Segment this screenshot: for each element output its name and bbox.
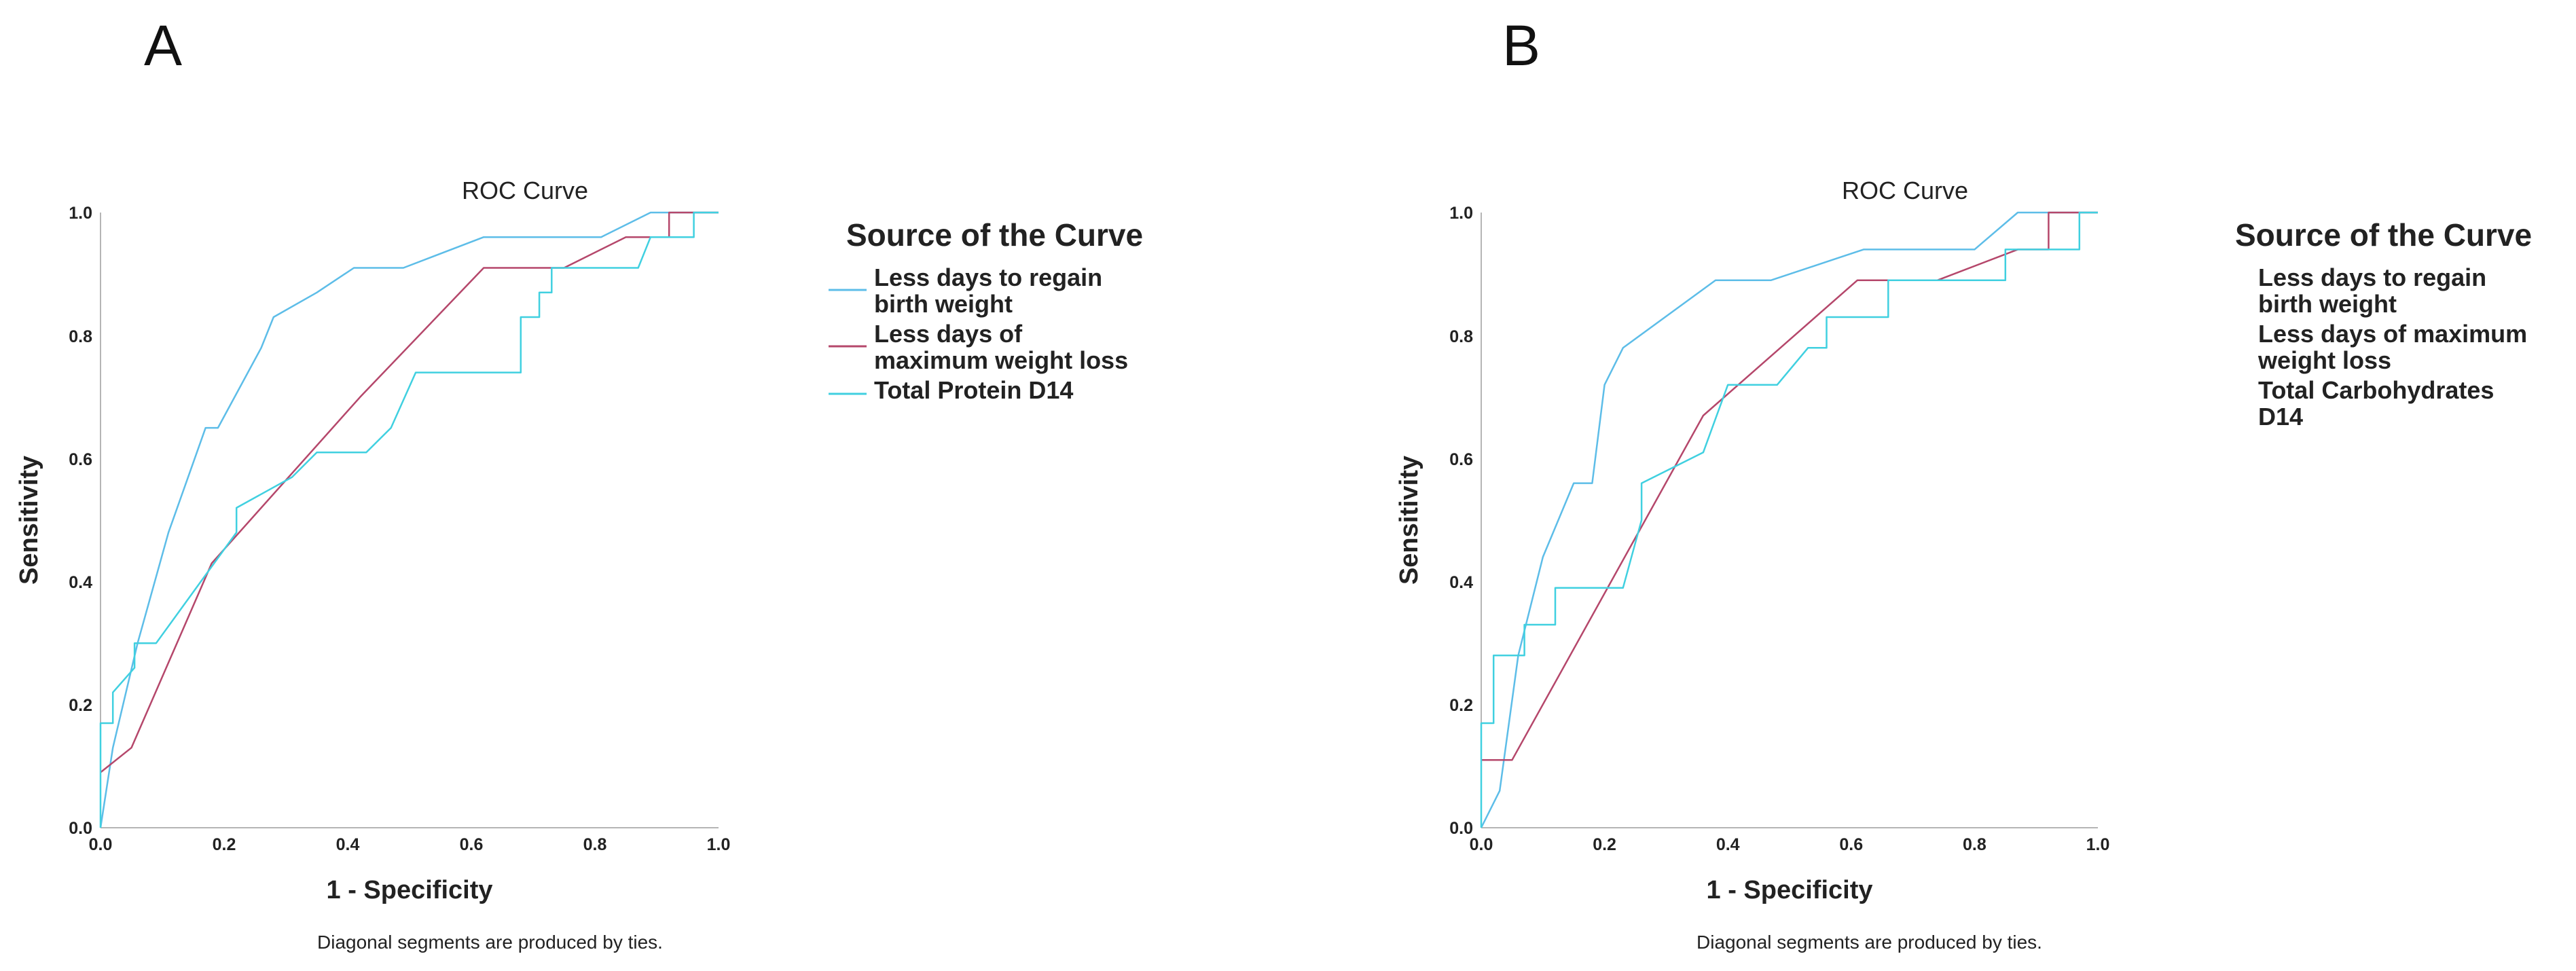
x-tick-label: 0.0 [1470, 835, 1493, 854]
curves [1480, 211, 2098, 828]
ties-note: Diagonal segments are produced by ties. [317, 932, 663, 953]
x-tick-label: 0.8 [1963, 835, 1987, 854]
legend-title: Source of the Curve [846, 217, 1143, 253]
y-tick-label: 0.4 [1449, 573, 1473, 592]
y-tick-label: 0.2 [1449, 696, 1473, 715]
x-tick-labels: 0.0 0.2 0.4 0.6 0.8 1.0 [1470, 835, 2110, 854]
y-tick-label: 0.6 [69, 450, 92, 469]
y-axis-label: Sensitivity [15, 456, 43, 585]
legend-label: Total Protein D14 [874, 376, 1073, 404]
legend-label: Less days to regain [874, 263, 1102, 291]
legend-label: birth weight [2258, 290, 2397, 318]
y-tick-labels: 0.0 0.2 0.4 0.6 0.8 1.0 [1449, 204, 1473, 838]
y-tick-label: 0.6 [1449, 450, 1473, 469]
y-tick-label: 0.0 [69, 819, 92, 838]
y-tick-label: 1.0 [69, 204, 92, 223]
legend-label: birth weight [874, 290, 1013, 318]
x-tick-label: 0.2 [213, 835, 236, 854]
x-tick-label: 0.8 [583, 835, 607, 854]
y-tick-label: 0.2 [69, 696, 92, 715]
y-tick-label: 1.0 [1449, 204, 1473, 223]
y-tick-label: 0.4 [69, 573, 92, 592]
curves [99, 211, 719, 828]
x-axis-label: 1 - Specificity [1707, 876, 1873, 904]
legend-title: Source of the Curve [2235, 217, 2532, 253]
legend-label: Less days to regain [2258, 263, 2486, 291]
x-tick-label: 1.0 [2086, 835, 2110, 854]
x-tick-label: 0.6 [460, 835, 484, 854]
x-axis-label: 1 - Specificity [327, 876, 493, 904]
legend-label: D14 [2258, 403, 2303, 430]
y-tick-label: 0.0 [1449, 819, 1473, 838]
x-tick-labels: 0.0 0.2 0.4 0.6 0.8 1.0 [89, 835, 731, 854]
panel-letter: B [1502, 14, 1540, 77]
roc-curve-nutrient [99, 211, 719, 828]
panel-a: A ROC Curve 0.0 0.2 0.4 0.6 0.8 1.0 0.0 … [15, 14, 1143, 953]
roc-curve-regain-birth-weight [1480, 211, 2098, 828]
y-tick-label: 0.8 [1449, 327, 1473, 346]
legend-label: weight loss [2257, 346, 2391, 374]
y-tick-label: 0.8 [69, 327, 92, 346]
legend: Source of the Curve Less days to regain … [2235, 217, 2532, 430]
x-tick-label: 1.0 [707, 835, 731, 854]
x-tick-label: 0.2 [1593, 835, 1616, 854]
legend-label: Less days of [874, 320, 1023, 348]
roc-curve-max-weight-loss [100, 211, 719, 773]
legend-label: Total Carbohydrates [2258, 376, 2494, 404]
legend-label: maximum weight loss [874, 346, 1128, 374]
chart-title: ROC Curve [1842, 177, 1968, 204]
x-tick-label: 0.4 [336, 835, 360, 854]
legend-label: Less days of maximum [2258, 320, 2527, 348]
y-axis-label: Sensitivity [1395, 456, 1423, 585]
x-tick-label: 0.4 [1716, 835, 1740, 854]
chart-title: ROC Curve [462, 177, 588, 204]
panel-letter: A [144, 14, 182, 77]
roc-curve-regain-birth-weight [99, 211, 719, 828]
y-tick-labels: 0.0 0.2 0.4 0.6 0.8 1.0 [69, 204, 92, 838]
x-tick-label: 0.0 [89, 835, 113, 854]
roc-curve-nutrient [1480, 211, 2098, 828]
roc-curve-max-weight-loss [1481, 211, 2098, 761]
x-tick-label: 0.6 [1839, 835, 1863, 854]
panel-b: B ROC Curve 0.0 0.2 0.4 0.6 0.8 1.0 0.0 … [1395, 14, 2532, 953]
legend: Source of the Curve Less days to regain … [829, 217, 1143, 404]
ties-note: Diagonal segments are produced by ties. [1697, 932, 2042, 953]
